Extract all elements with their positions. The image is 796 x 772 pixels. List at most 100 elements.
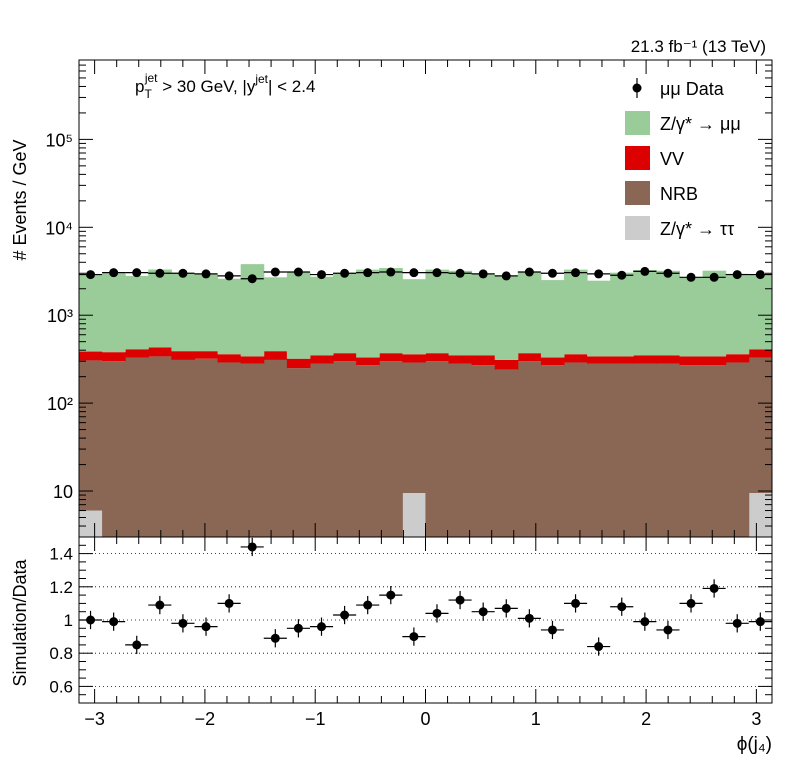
ratio-x-axis: −3 −2 −1 0 1 2 3	[84, 537, 761, 729]
ratio-y-tick-label: 1.2	[49, 578, 73, 597]
bar-vv-10	[309, 355, 334, 364]
bar-vv-13	[379, 353, 403, 362]
ratio-point	[501, 603, 511, 613]
bar-vv-0	[79, 351, 103, 361]
ratio-point	[547, 625, 557, 635]
data-point	[686, 272, 696, 282]
bar-nrb-2	[125, 357, 149, 537]
y-axis-label: # Events / GeV	[10, 139, 30, 260]
ratio-point	[224, 598, 234, 608]
bar-z--27	[702, 270, 727, 357]
bar-z--8	[263, 277, 288, 352]
data-point	[109, 268, 119, 278]
y-tick-label: 10	[53, 482, 73, 502]
legend-label: Z/γ* → ττ	[660, 219, 734, 239]
bar-nrb-20	[540, 365, 565, 537]
bar-z--16	[448, 270, 473, 356]
x-tick-label: −1	[305, 709, 326, 729]
bar-z--3	[148, 269, 172, 348]
bar-nrb-15	[425, 361, 450, 537]
bar-vv-14	[402, 354, 426, 363]
bar-vv-6	[217, 354, 242, 363]
bar-z--10	[309, 276, 334, 356]
data-point	[132, 268, 142, 278]
data-point	[663, 268, 673, 278]
bar-vv-9	[286, 358, 311, 369]
bar-vv-25	[656, 355, 680, 364]
bar-z--5	[194, 274, 219, 352]
bar-z--15	[425, 269, 450, 354]
legend-swatch	[625, 146, 650, 170]
legend-swatch	[625, 111, 650, 135]
data-point	[201, 269, 211, 279]
ratio-point	[594, 642, 604, 652]
legend-label: NRB	[660, 184, 698, 204]
ratio-point	[640, 617, 650, 627]
x-tick-label: 1	[531, 709, 541, 729]
bar-nrb-18	[494, 369, 519, 537]
ratio-point	[155, 600, 165, 610]
bar-vv-8	[263, 351, 288, 360]
main-y-axis: 10 10² 10³ 10⁴ 10⁵	[45, 59, 772, 538]
data-point	[732, 270, 742, 280]
bar-z--24	[633, 269, 657, 356]
ratio-y-tick-label: 0.6	[49, 677, 73, 696]
legend-swatch	[625, 216, 650, 240]
ratio-y-tick-label: 1.4	[49, 545, 73, 564]
data-point	[386, 267, 396, 277]
bar-vv-21	[564, 354, 588, 363]
bar-z--14	[402, 492, 426, 537]
data-point	[478, 269, 488, 279]
data-point	[617, 270, 627, 280]
bar-vv-1	[102, 352, 126, 362]
main-histogram-pad: 10 10² 10³ 10⁴ 10⁵ # Events / GeV 21.3 fb⁻¹ …	[10, 37, 773, 538]
ratio-point	[317, 622, 327, 632]
ratio-point	[709, 583, 719, 593]
ratio-points	[79, 537, 772, 656]
data-point	[432, 268, 442, 278]
data-point	[547, 268, 557, 278]
ratio-y-axis: 0.6 0.8 1 1.2 1.4	[49, 545, 772, 696]
x-tick-label: 2	[641, 709, 651, 729]
bar-vv-12	[356, 357, 380, 366]
bar-vv-7	[240, 356, 265, 364]
bar-vv-16	[448, 355, 473, 364]
bar-nrb-3	[148, 356, 172, 537]
bar-vv-28	[725, 354, 750, 363]
ratio-point	[686, 598, 696, 608]
bar-vv-2	[125, 349, 149, 358]
data-point	[340, 268, 350, 278]
ratio-y-tick-label: 0.8	[49, 644, 73, 663]
bar-z--12	[356, 269, 380, 358]
luminosity-label: 21.3 fb⁻¹ (13 TeV)	[631, 37, 766, 56]
data-point	[247, 274, 257, 284]
bar-nrb-19	[517, 361, 542, 537]
stacked-bars	[79, 264, 773, 537]
ratio-point	[132, 640, 142, 650]
bar-z--25	[656, 270, 680, 356]
ratio-point	[247, 542, 257, 552]
bar-vv-27	[702, 356, 727, 366]
bar-vv-11	[333, 353, 357, 362]
bar-z--7	[240, 264, 265, 357]
bar-nrb-14	[402, 362, 426, 493]
ratio-point	[178, 618, 188, 628]
data-point	[86, 270, 96, 280]
bar-z--22	[587, 280, 611, 357]
bar-vv-5	[194, 351, 219, 359]
y-tick-label: 10²	[47, 394, 73, 414]
bar-nrb-12	[356, 365, 380, 537]
legend-data-marker	[632, 83, 642, 93]
bar-z--28	[725, 273, 750, 355]
bar-z--4	[171, 273, 195, 352]
ratio-point	[755, 617, 765, 627]
bar-vv-26	[679, 356, 704, 366]
bar-z--17	[471, 274, 496, 356]
bar-z--21	[564, 269, 588, 355]
bar-vv-20	[540, 357, 565, 366]
bar-z--0	[79, 510, 103, 537]
bar-nrb-28	[725, 362, 750, 537]
bar-nrb-21	[564, 362, 588, 537]
bar-nrb-16	[448, 363, 473, 537]
bar-nrb-25	[656, 363, 680, 537]
